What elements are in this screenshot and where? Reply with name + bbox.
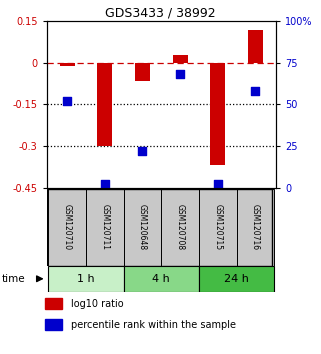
Text: GSM120716: GSM120716	[251, 204, 260, 251]
Point	[65, 98, 70, 104]
Bar	[48, 189, 86, 266]
Text: GDS3433 / 38992: GDS3433 / 38992	[105, 6, 216, 19]
Point	[253, 88, 258, 94]
Text: time: time	[2, 274, 25, 284]
Text: 1 h: 1 h	[77, 274, 95, 284]
Point	[140, 148, 145, 154]
Bar	[199, 189, 237, 266]
Bar	[210, 63, 225, 165]
Text: GSM120715: GSM120715	[213, 204, 222, 251]
Text: 4 h: 4 h	[152, 274, 170, 284]
Point	[215, 182, 220, 187]
Text: GSM120711: GSM120711	[100, 205, 109, 250]
Bar	[237, 189, 274, 266]
Bar	[135, 63, 150, 81]
Point	[178, 72, 183, 77]
Text: percentile rank within the sample: percentile rank within the sample	[71, 320, 236, 330]
Text: GSM120708: GSM120708	[176, 204, 185, 251]
Bar	[60, 63, 75, 65]
Bar	[45, 319, 62, 331]
Bar	[48, 266, 124, 292]
Text: 24 h: 24 h	[224, 274, 249, 284]
Bar	[199, 266, 274, 292]
Text: log10 ratio: log10 ratio	[71, 298, 124, 309]
Bar	[97, 63, 112, 146]
Bar	[124, 189, 161, 266]
Bar	[161, 189, 199, 266]
Bar	[86, 189, 124, 266]
Bar	[45, 298, 62, 309]
Bar	[173, 55, 188, 63]
Bar	[248, 30, 263, 63]
Point	[102, 182, 108, 187]
Text: GSM120648: GSM120648	[138, 204, 147, 251]
Text: GSM120710: GSM120710	[63, 204, 72, 251]
Bar	[124, 266, 199, 292]
